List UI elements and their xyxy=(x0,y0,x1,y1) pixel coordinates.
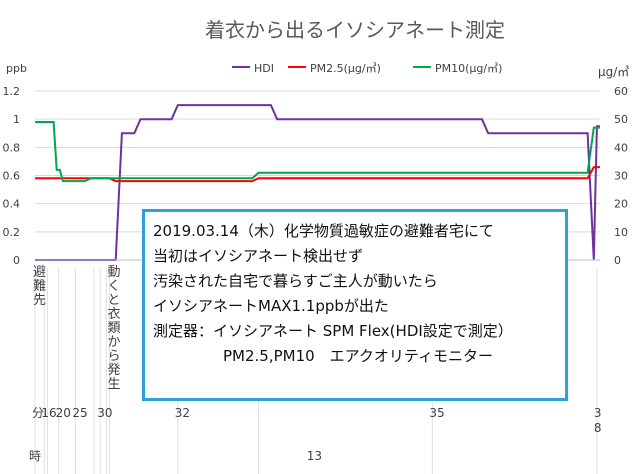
legend-label: PM10(μg/㎥) xyxy=(435,62,502,75)
event-label-char: 生 xyxy=(108,377,121,392)
event-label-char: と xyxy=(108,293,121,308)
right-tick-label: 10 xyxy=(614,226,628,239)
event-label-char: ら xyxy=(108,349,121,364)
event-label-char: 動 xyxy=(108,265,121,280)
event-label-char: く xyxy=(108,279,121,294)
right-tick-label: 30 xyxy=(614,170,628,183)
series-line xyxy=(35,121,600,183)
minute-label: 25 xyxy=(72,406,87,420)
annotation-line-6: PM2.5,PM10 エアクオリティモニター xyxy=(223,347,494,365)
annotation-line-5: 測定器：イソシアネート SPM Flex(HDI設定で測定） xyxy=(153,322,513,340)
legend-label: PM2.5(μg/㎥) xyxy=(310,62,381,75)
event-label: 避難先 xyxy=(33,265,46,308)
event-label-char: 衣 xyxy=(108,306,121,322)
hour-label: 13 xyxy=(307,449,322,463)
hour-label: 時 xyxy=(29,449,41,463)
event-label-char: 先 xyxy=(33,293,46,308)
event-label-char: 避 xyxy=(33,265,46,280)
annotation-line-3: 汚染された自宅で暮らすご主人が動いたら xyxy=(153,272,438,290)
legend-label: HDI xyxy=(254,62,274,75)
minute-label: 30 xyxy=(97,406,112,420)
annotation-line-2: 当初はイソシアネート検出せず xyxy=(153,247,364,265)
minute-label: 35 xyxy=(429,406,444,420)
series-lines xyxy=(35,104,600,261)
event-label-char: か xyxy=(108,335,121,350)
event-label-char: 難 xyxy=(33,279,46,294)
minute-label: 分 xyxy=(32,406,44,420)
minute-label: 16 xyxy=(41,406,56,420)
left-tick-label: 0.8 xyxy=(3,141,21,154)
left-tick-label: 1.2 xyxy=(3,85,21,98)
right-tick-label: 20 xyxy=(614,198,628,211)
left-axis-ticks: 0 0.2 0.4 0.6 0.8 1 1.2 xyxy=(3,85,21,267)
right-tick-label: 60 xyxy=(614,85,628,98)
left-axis-unit: ppb xyxy=(6,62,27,75)
minute-label: 8 xyxy=(594,421,602,435)
right-tick-label: 50 xyxy=(614,113,628,126)
minute-label: 20 xyxy=(56,406,71,420)
right-axis-ticks: 0 10 20 30 40 50 60 xyxy=(614,85,628,267)
left-tick-label: 0 xyxy=(13,254,20,267)
annotation-box: 2019.03.14（木）化学物質過敏症の避難者宅にて 当初はイソシアネート検出… xyxy=(142,209,568,401)
minute-label: 3 xyxy=(594,406,602,420)
right-axis-unit: μg/㎥ xyxy=(598,65,629,79)
minute-label: 32 xyxy=(175,406,190,420)
event-label-char: 発 xyxy=(108,363,121,378)
annotation-line-1: 2019.03.14（木）化学物質過敏症の避難者宅にて xyxy=(153,222,494,240)
left-tick-label: 0.4 xyxy=(3,198,21,211)
annotation-line-4: イソシアネートMAX1.1ppbが出た xyxy=(153,297,389,315)
chart-title: 着衣から出るイソシアネート測定 xyxy=(205,18,505,42)
legend: HDI PM2.5(μg/㎥) PM10(μg/㎥) xyxy=(232,62,502,75)
left-tick-label: 0.2 xyxy=(3,226,21,239)
left-tick-label: 0.6 xyxy=(3,170,21,183)
right-tick-label: 0 xyxy=(614,254,621,267)
right-tick-label: 40 xyxy=(614,141,628,154)
series-line xyxy=(35,104,600,261)
event-label-char: 類 xyxy=(108,321,121,336)
left-tick-label: 1 xyxy=(13,113,20,126)
